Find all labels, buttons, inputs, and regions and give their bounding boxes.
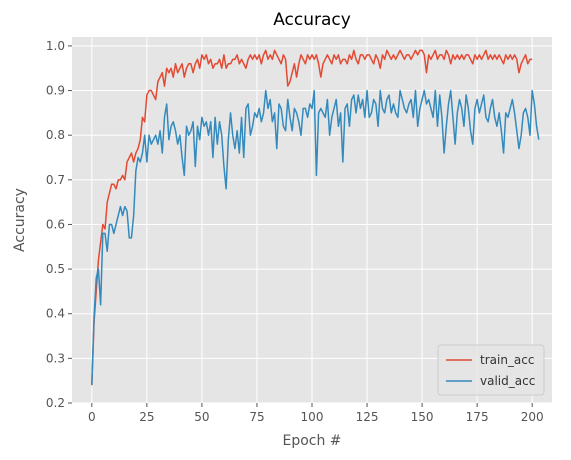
x-tick-label: 125 <box>356 410 379 424</box>
y-axis-ticks: 0.2 0.3 0.4 0.5 0.6 0.7 0.8 0.9 1.0 <box>46 39 72 410</box>
y-tick-label: 0.4 <box>46 307 65 321</box>
series-layer <box>91 49 540 386</box>
x-tick-label: 0 <box>88 410 96 424</box>
x-tick-label: 25 <box>139 410 154 424</box>
series-line-valid-acc <box>91 89 540 386</box>
y-tick-label: 0.8 <box>46 128 65 142</box>
legend-label: train_acc <box>480 353 534 367</box>
y-tick-label: 1.0 <box>46 39 65 53</box>
y-tick-label: 0.3 <box>46 351 65 365</box>
chart-title: Accuracy <box>273 10 351 30</box>
x-tick-label: 50 <box>194 410 209 424</box>
y-tick-label: 0.9 <box>46 84 65 98</box>
y-tick-label: 0.7 <box>46 173 65 187</box>
legend-box <box>437 344 545 396</box>
x-tick-label: 175 <box>466 410 489 424</box>
y-tick-label: 0.2 <box>46 396 65 410</box>
x-tick-label: 200 <box>521 410 544 424</box>
legend-label: valid_acc <box>480 374 535 388</box>
series-line-train-acc <box>91 49 533 386</box>
legend: train_acc valid_acc <box>437 344 545 396</box>
y-tick-label: 0.6 <box>46 217 65 231</box>
x-tick-label: 100 <box>301 410 324 424</box>
y-tick-label: 0.5 <box>46 262 65 276</box>
x-axis-label: Epoch # <box>282 433 341 449</box>
x-tick-label: 150 <box>411 410 434 424</box>
x-tick-label: 75 <box>249 410 264 424</box>
x-axis-ticks: 0 25 50 75 100 125 150 175 200 <box>88 403 544 424</box>
y-axis-label: Accuracy <box>12 188 28 252</box>
